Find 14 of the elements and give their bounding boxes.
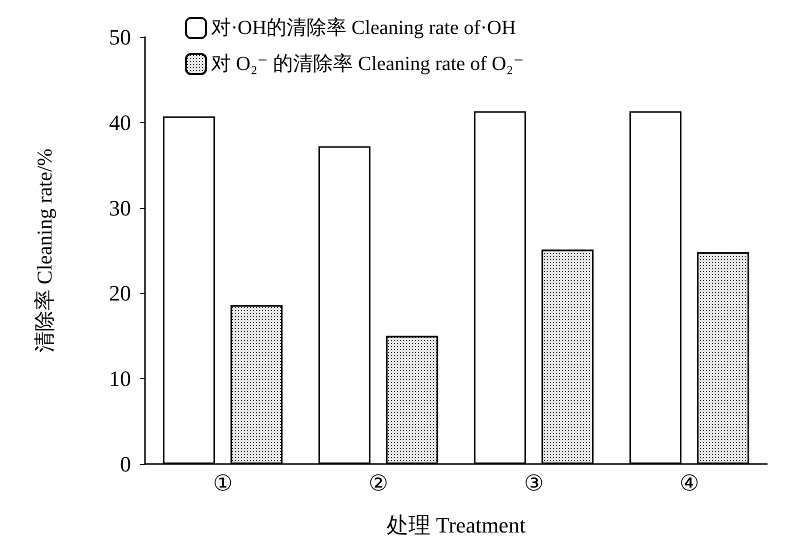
y-tick-label: 30: [109, 195, 131, 220]
x-tick-label: ①: [212, 470, 233, 496]
y-tick-label: 0: [120, 452, 131, 476]
legend-label: 对·OH的清除率 Cleaning rate of·OH: [211, 17, 516, 39]
y-tick-label: 20: [109, 280, 131, 306]
legend-label: 对 O₂⁻ 的清除率 Cleaning rate of O₂⁻: [211, 53, 524, 75]
y-axis-title: 清除率 Cleaning rate/%: [32, 148, 56, 353]
y-tick-label: 50: [109, 24, 131, 50]
x-axis-title: 处理 Treatment: [386, 512, 526, 538]
x-tick-label: ③: [524, 470, 544, 496]
y-tick-label: 40: [109, 110, 131, 135]
y-tick-label: 10: [109, 366, 131, 392]
x-tick-label: ②: [368, 470, 388, 496]
x-tick-label: ④: [679, 470, 700, 496]
